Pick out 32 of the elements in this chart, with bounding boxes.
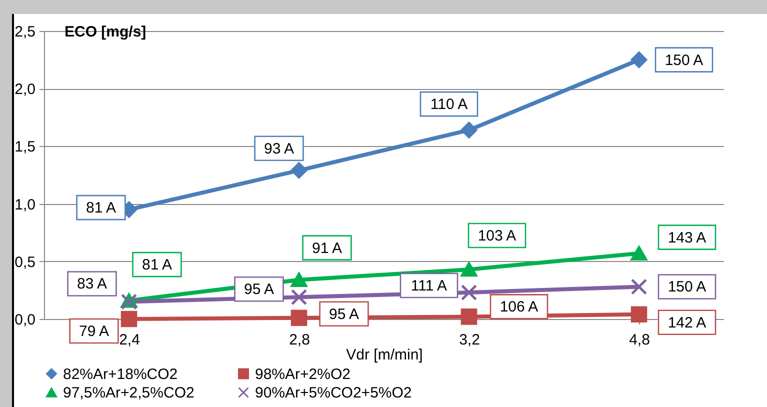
x-tick-label: 4,8	[629, 332, 650, 348]
x-tick-label: 3,2	[459, 332, 480, 348]
annotation: 150 A	[668, 278, 706, 296]
annotation: 79 A	[78, 323, 110, 340]
x-tick-label: 2,4	[119, 332, 140, 348]
legend-label: 90%Ar+5%CO2+5%O2	[255, 384, 412, 402]
x-axis-title: Vdr [m/min]	[346, 346, 423, 364]
annotation: 143 A	[668, 229, 706, 246]
annotation: 83 A	[76, 276, 108, 293]
legend-label: 97,5%Ar+2,5%CO2	[63, 384, 194, 402]
annotation: 95 A	[328, 306, 360, 323]
annotation: 110 A	[430, 96, 468, 114]
annotation: 81 A	[86, 200, 116, 217]
y-tick-label: 0,0	[14, 312, 36, 328]
annotation: 142 A	[668, 314, 706, 332]
annotation: 103 A	[478, 227, 516, 244]
annotation: 93 A	[264, 140, 294, 158]
annotation: 91 A	[312, 240, 342, 257]
legend-label: 98%Ar+2%O2	[255, 366, 350, 383]
y-tick-label: 2,0	[14, 81, 36, 98]
y-tick-label: 1,0	[14, 196, 36, 214]
y-axis-title: ECO [mg/s]	[64, 24, 146, 40]
annotation: 95 A	[244, 281, 274, 298]
y-tick-label: 1,5	[14, 138, 36, 156]
annotation: 111 A	[410, 278, 448, 295]
annotation: 150 A	[664, 52, 704, 69]
x-tick-label: 2,8	[289, 332, 310, 348]
legend-label: 82%Ar+18%CO2	[63, 366, 178, 383]
y-tick-label: 2,5	[14, 24, 36, 40]
annotation: 106 A	[500, 298, 538, 316]
y-tick-label: 0,5	[14, 254, 36, 271]
annotation: 81 A	[142, 256, 172, 274]
